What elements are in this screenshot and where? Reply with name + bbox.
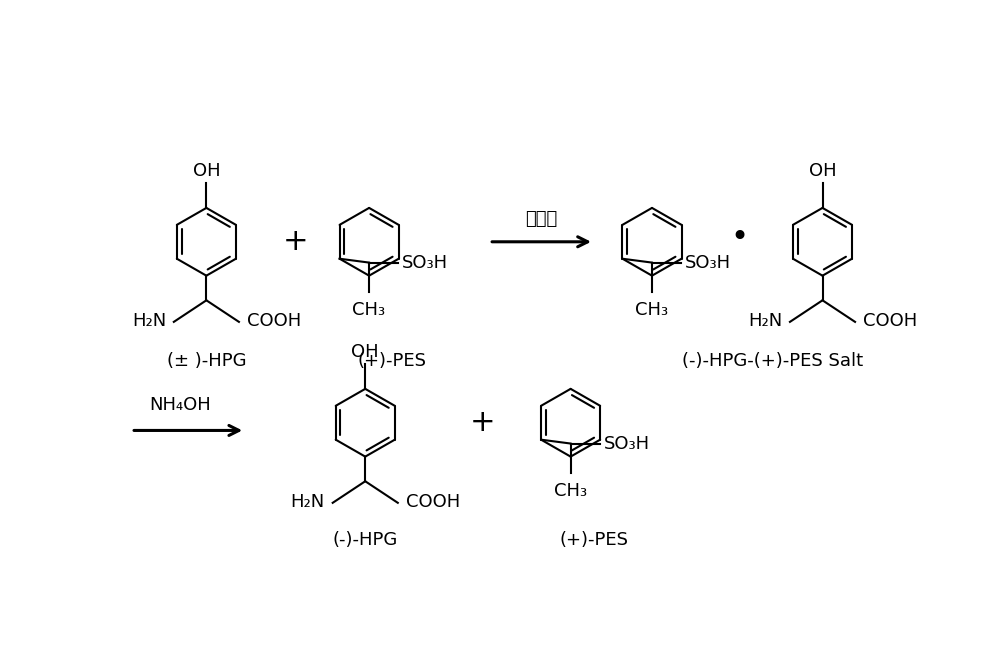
Text: (+)-PES: (+)-PES <box>559 531 628 549</box>
Text: OH: OH <box>351 343 379 361</box>
Text: +: + <box>283 227 308 256</box>
Text: (-)-HPG-(+)-PES Salt: (-)-HPG-(+)-PES Salt <box>682 352 863 370</box>
Text: +: + <box>470 408 496 437</box>
Text: SO₃H: SO₃H <box>604 434 650 453</box>
Text: 却化剂: 却化剂 <box>525 210 558 228</box>
Text: SO₃H: SO₃H <box>685 254 731 272</box>
Text: OH: OH <box>809 162 836 180</box>
Text: (± )-HPG: (± )-HPG <box>167 352 246 370</box>
Text: COOH: COOH <box>863 312 917 330</box>
Text: •: • <box>731 223 749 253</box>
Text: CH₃: CH₃ <box>635 301 668 319</box>
Text: OH: OH <box>193 162 220 180</box>
Text: NH₄OH: NH₄OH <box>150 395 211 414</box>
Text: (-)-HPG: (-)-HPG <box>333 531 398 549</box>
Text: H₂N: H₂N <box>748 312 782 330</box>
Text: COOH: COOH <box>406 493 460 511</box>
Text: CH₃: CH₃ <box>554 482 587 500</box>
Text: SO₃H: SO₃H <box>402 254 448 272</box>
Text: H₂N: H₂N <box>132 312 166 330</box>
Text: COOH: COOH <box>247 312 301 330</box>
Text: CH₃: CH₃ <box>352 301 386 319</box>
Text: (+)-PES: (+)-PES <box>358 352 427 370</box>
Text: H₂N: H₂N <box>291 493 325 511</box>
